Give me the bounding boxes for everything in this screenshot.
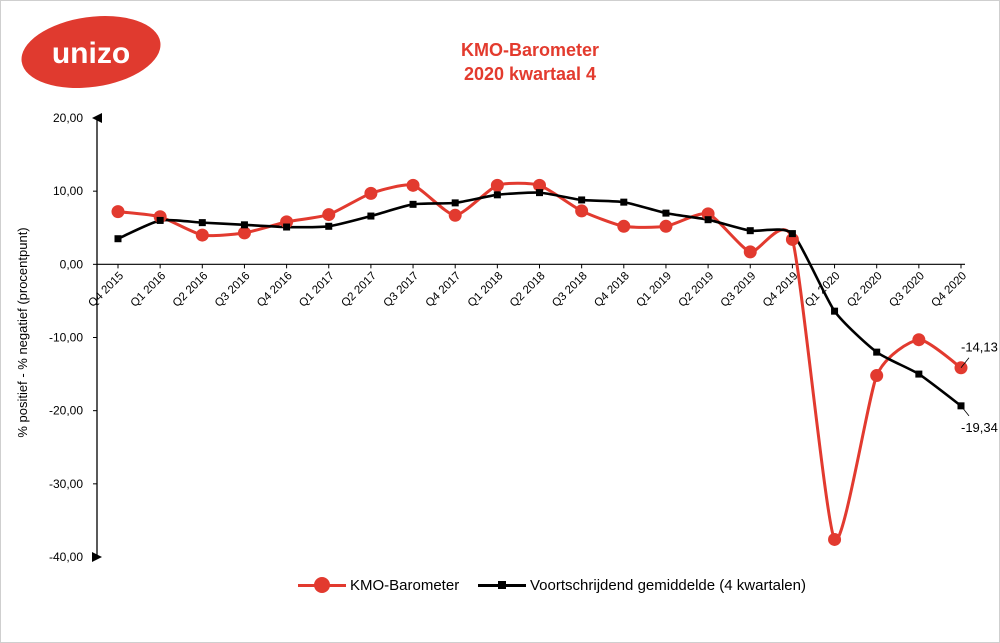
data-label-voortschrijdend-gemiddelde-4-kwartalen: -19,34: [961, 420, 998, 435]
data-point-voortschrijdend-gemiddelde-4-kwartalen: [283, 223, 291, 231]
x-tick-label: Q3 2019: [719, 270, 759, 310]
logo-ellipse: [21, 15, 161, 89]
y-axis-title: % positief - % negatief (procentpunt): [15, 227, 30, 437]
chart-title-line1: KMO-Barometer: [460, 40, 600, 60]
legend-item-voortschrijdend-gemiddelde: Voortschrijdend gemiddelde (4 kwartalen): [478, 570, 806, 600]
x-tick-label: Q1 2016: [129, 270, 169, 310]
y-tick-label: -30,00: [49, 477, 83, 491]
x-tick-label: Q2 2018: [508, 270, 548, 310]
x-tick-label: Q3 2017: [381, 270, 421, 310]
y-tick-label: 20,00: [53, 111, 83, 125]
legend-label-voortschrijdend-gemiddelde: Voortschrijdend gemiddelde (4 kwartalen): [530, 576, 806, 594]
x-tick-label: Q2 2020: [845, 270, 885, 310]
data-point-voortschrijdend-gemiddelde-4-kwartalen: [409, 200, 417, 208]
legend: KMO-Barometer Voortschrijdend gemiddelde…: [0, 570, 1000, 600]
data-point-voortschrijdend-gemiddelde-4-kwartalen: [198, 219, 206, 227]
data-point-voortschrijdend-gemiddelde-4-kwartalen: [873, 348, 881, 356]
data-point-kmo-barometer: [195, 228, 209, 242]
data-point-voortschrijdend-gemiddelde-4-kwartalen: [704, 216, 712, 224]
x-tick-label: Q4 2017: [424, 270, 464, 310]
data-point-kmo-barometer: [870, 369, 884, 383]
data-label-leader: [960, 357, 970, 368]
data-point-voortschrijdend-gemiddelde-4-kwartalen: [746, 227, 754, 235]
data-point-kmo-barometer: [912, 333, 926, 347]
data-point-kmo-barometer: [659, 219, 673, 233]
x-tick-label: Q1 2019: [634, 270, 674, 310]
data-point-voortschrijdend-gemiddelde-4-kwartalen: [493, 191, 501, 199]
y-tick-label: -20,00: [49, 404, 83, 418]
data-point-kmo-barometer: [617, 219, 631, 233]
data-point-kmo-barometer: [828, 532, 842, 546]
data-point-voortschrijdend-gemiddelde-4-kwartalen: [831, 307, 839, 315]
data-point-voortschrijdend-gemiddelde-4-kwartalen: [240, 221, 248, 229]
data-label-leader: [960, 405, 970, 417]
y-tick-label: 10,00: [53, 184, 83, 198]
legend-swatch-kmo-barometer: [298, 570, 346, 600]
data-point-kmo-barometer: [364, 186, 378, 200]
x-tick-label: Q4 2019: [761, 270, 801, 310]
data-point-voortschrijdend-gemiddelde-4-kwartalen: [156, 216, 164, 224]
legend-item-kmo-barometer: KMO-Barometer: [298, 570, 459, 600]
data-point-kmo-barometer: [406, 178, 420, 192]
data-point-kmo-barometer: [743, 245, 757, 259]
x-tick-label: Q2 2017: [339, 270, 379, 310]
data-point-voortschrijdend-gemiddelde-4-kwartalen: [662, 209, 670, 217]
data-point-kmo-barometer: [111, 205, 125, 219]
legend-label-kmo-barometer: KMO-Barometer: [350, 576, 460, 594]
data-point-kmo-barometer: [490, 178, 504, 192]
data-point-voortschrijdend-gemiddelde-4-kwartalen: [788, 230, 796, 238]
data-point-voortschrijdend-gemiddelde-4-kwartalen: [915, 370, 923, 378]
x-tick-label: Q4 2018: [592, 270, 632, 310]
data-point-kmo-barometer: [575, 204, 589, 218]
logo-text: unizo: [52, 37, 130, 70]
x-tick-label: Q4 2016: [255, 270, 295, 310]
x-tick-label: Q1 2018: [466, 270, 506, 310]
data-point-kmo-barometer: [448, 208, 462, 222]
x-tick-label: Q3 2016: [213, 270, 253, 310]
data-point-voortschrijdend-gemiddelde-4-kwartalen: [367, 212, 375, 220]
data-point-voortschrijdend-gemiddelde-4-kwartalen: [578, 196, 586, 204]
chart-title-line2: 2020 kwartaal 4: [463, 64, 597, 84]
x-tick-label: Q2 2016: [171, 270, 211, 310]
x-tick-label: Q4 2020: [929, 270, 969, 310]
x-tick-label: Q1 2017: [297, 270, 337, 310]
data-point-kmo-barometer: [322, 208, 336, 222]
y-tick-label: -10,00: [49, 331, 83, 345]
data-point-voortschrijdend-gemiddelde-4-kwartalen: [114, 235, 122, 243]
y-tick-label: -40,00: [49, 550, 83, 564]
data-label-kmo-barometer: -14,13: [961, 340, 998, 355]
data-point-voortschrijdend-gemiddelde-4-kwartalen: [620, 198, 628, 206]
x-tick-label: Q3 2020: [887, 270, 927, 310]
data-point-kmo-barometer: [237, 226, 251, 240]
x-tick-label: Q3 2018: [550, 270, 590, 310]
data-point-voortschrijdend-gemiddelde-4-kwartalen: [451, 199, 459, 207]
x-tick-label: Q4 2015: [86, 270, 126, 310]
legend-swatch-voortschrijdend-gemiddelde: [478, 570, 526, 600]
data-point-voortschrijdend-gemiddelde-4-kwartalen: [325, 222, 333, 230]
data-point-voortschrijdend-gemiddelde-4-kwartalen: [536, 189, 543, 197]
chart-title: KMO-Barometer 2020 kwartaal 4: [380, 38, 680, 86]
unizo-logo: unizo: [21, 15, 161, 89]
data-point-kmo-barometer: [533, 178, 546, 192]
y-tick-label: 0,00: [60, 257, 84, 271]
x-tick-label: Q2 2019: [677, 270, 717, 310]
